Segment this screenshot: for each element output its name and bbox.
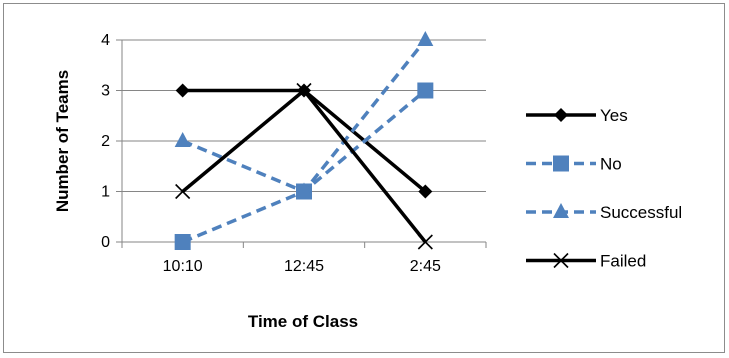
y-tick-label: 3 <box>101 83 110 100</box>
legend-marker-failed <box>553 252 569 269</box>
x-marker-stroke <box>296 82 312 99</box>
data-point-successful <box>296 182 312 198</box>
x-marker-stroke <box>175 183 191 200</box>
legend-label: Failed <box>600 252 646 271</box>
legend-marker-yes <box>554 108 568 122</box>
x-tick-label: 10:10 <box>163 258 203 275</box>
chart-area <box>3 3 725 353</box>
legend: Yes No Successful Failed <box>526 106 682 271</box>
gridlines <box>122 39 486 192</box>
legend-label: No <box>600 155 622 174</box>
x-tick-label: 2:45 <box>410 258 441 275</box>
data-point-yes <box>175 83 190 98</box>
data-point-no <box>417 82 434 99</box>
data-point-no <box>174 234 191 250</box>
data-point-successful <box>417 31 434 46</box>
data-point-failed <box>175 183 191 200</box>
data-point-yes <box>418 184 433 199</box>
series-lines <box>174 31 434 250</box>
legend-marker-successful <box>553 203 569 218</box>
series-line-failed <box>181 88 427 244</box>
legend-item-yes: Yes <box>526 106 628 125</box>
x-marker-stroke <box>553 252 569 269</box>
y-tick-label: 2 <box>101 133 110 150</box>
axes: 0 1 2 3 4 10:10 12:45 2:45 <box>101 32 487 275</box>
x-marker-stroke <box>417 234 433 250</box>
y-tick-label: 1 <box>101 184 110 201</box>
x-tick-label: 12:45 <box>284 258 324 275</box>
y-tick-label: 0 <box>101 234 110 251</box>
legend-label: Successful <box>600 203 682 222</box>
y-axis-title: Number of Teams <box>53 70 72 212</box>
legend-item-no: No <box>526 155 622 174</box>
series-line-no <box>181 89 427 244</box>
series-line-successful <box>181 38 427 194</box>
legend-item-successful: Successful <box>526 203 682 222</box>
data-point-failed <box>417 234 433 250</box>
data-point-failed <box>296 82 312 99</box>
legend-item-failed: Failed <box>526 252 646 271</box>
x-axis-title: Time of Class <box>248 312 358 331</box>
legend-marker-no <box>553 155 569 172</box>
y-tick-label: 4 <box>101 32 110 49</box>
data-point-successful <box>174 132 191 147</box>
legend-label: Yes <box>600 106 628 125</box>
